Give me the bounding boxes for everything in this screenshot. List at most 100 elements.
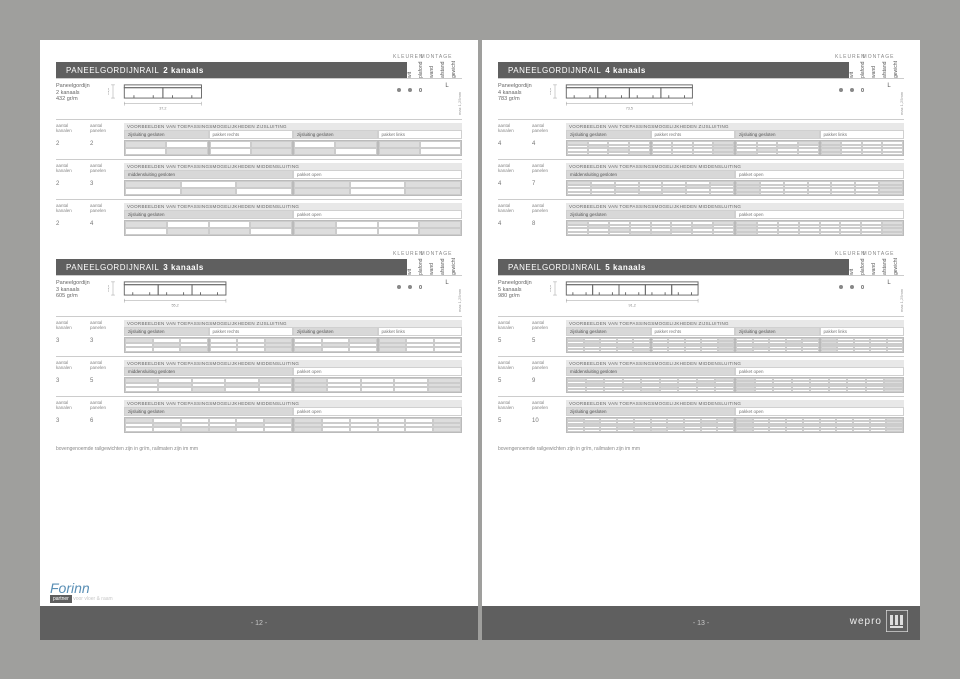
mini-grid	[566, 180, 735, 196]
montage-label: MONTAGE	[419, 54, 454, 60]
col-wand: wand	[429, 259, 440, 275]
config-grids	[566, 417, 904, 433]
rail-drawing: 14,6 37,2	[108, 83, 278, 115]
col-afstand: afstand	[440, 62, 451, 78]
product-label: Paneelgordijn4 kanaals783 gr/m	[498, 83, 544, 103]
footer-right: - 13 - wepro	[482, 606, 920, 640]
cfg-col-panelen: aantalpanelen	[90, 400, 124, 416]
page-number-right: - 13 -	[693, 620, 709, 627]
col-gewicht: gewicht	[893, 62, 904, 78]
product-title: PANEELGORDIJNRAIL 2 kanaals	[56, 62, 407, 78]
col-plafond: plafond	[860, 259, 871, 275]
cfg-panelen-val: 5	[90, 377, 124, 384]
mini-grid	[651, 337, 736, 353]
mini-grid	[735, 377, 904, 393]
forinn-tag1: partner	[50, 595, 72, 603]
cfg-col-kanalen: aantalkanalen	[498, 163, 532, 179]
config-block: aantalkanalen aantalpanelen VOORBEELDEN …	[498, 119, 904, 159]
config-block: aantalkanalen aantalpanelen VOORBEELDEN …	[56, 199, 462, 239]
cfg-col-panelen: aantalpanelen	[532, 203, 566, 219]
cfg-col-kanalen: aantalkanalen	[498, 203, 532, 219]
dot-plafond	[408, 285, 412, 289]
mini-grid	[293, 417, 462, 433]
product-row: Paneelgordijn2 kanaals432 gr/m 14,637,2 …	[56, 78, 462, 119]
cfg-panelen-val: 2	[90, 140, 124, 147]
product-section: KLEUREN MONTAGE PANEELGORDIJNRAIL 2 kana…	[56, 48, 462, 239]
cfg-col-kanalen: aantalkanalen	[56, 400, 90, 416]
mini-grid	[124, 377, 293, 393]
col-plafond: plafond	[418, 259, 429, 275]
dot-plafond	[408, 88, 412, 92]
col-wit: wit	[849, 62, 860, 78]
mini-grid	[124, 417, 293, 433]
mm-note: max 1,25mm	[899, 280, 904, 312]
title-bar: PANEELGORDIJNRAIL 4 kanaalswitplafondwan…	[498, 62, 904, 78]
mini-grid	[820, 337, 905, 353]
config-grids	[124, 220, 462, 236]
mini-grid	[124, 140, 209, 156]
cfg-kanalen-val: 2	[56, 180, 90, 187]
cfg-kanalen-val: 5	[498, 417, 532, 424]
config-grids	[566, 337, 904, 353]
cfg-title: VOORBEELDEN VAN TOEPASSINGSMOGELIJKHEDEN…	[124, 320, 462, 327]
col-afstand: afstand	[882, 259, 893, 275]
config-grids	[566, 180, 904, 196]
mini-grid	[293, 220, 462, 236]
mini-grid	[651, 140, 736, 156]
product-section: KLEUREN MONTAGE PANEELGORDIJNRAIL 3 kana…	[56, 245, 462, 436]
svg-text:91,2: 91,2	[629, 303, 636, 307]
l-value: L	[443, 280, 451, 286]
mini-grid	[566, 140, 651, 156]
rail-drawing: 14,691,2	[550, 280, 720, 312]
cfg-kanalen-val: 2	[56, 140, 90, 147]
cfg-kanalen-val: 4	[498, 140, 532, 147]
mini-grid	[566, 377, 735, 393]
svg-text:37,2: 37,2	[159, 106, 166, 110]
montage-label: MONTAGE	[419, 251, 454, 257]
product-row: Paneelgordijn3 kanaals605 gr/m 14,655,2 …	[56, 275, 462, 316]
l-value: L	[885, 280, 893, 286]
cfg-col-kanalen: aantalkanalen	[56, 163, 90, 179]
montage-label: MONTAGE	[861, 251, 896, 257]
dot-wit	[397, 88, 401, 92]
cfg-title: VOORBEELDEN VAN TOEPASSINGSMOGELIJKHEDEN…	[124, 163, 462, 170]
cfg-panelen-val: 6	[90, 417, 124, 424]
cfg-kanalen-val: 4	[498, 220, 532, 227]
cfg-title: VOORBEELDEN VAN TOEPASSINGSMOGELIJKHEDEN…	[566, 203, 904, 210]
mini-grid	[735, 140, 820, 156]
cfg-col-panelen: aantalpanelen	[532, 123, 566, 139]
col-plafond: plafond	[860, 62, 871, 78]
availability-dots	[813, 83, 879, 97]
svg-text:14,6: 14,6	[108, 88, 110, 95]
rail-drawing: 14,673,5	[550, 83, 720, 115]
cfg-col-panelen: aantalpanelen	[532, 360, 566, 376]
mini-grid	[293, 377, 462, 393]
mm-note: max 1,25mm	[899, 83, 904, 115]
forinn-logo: Forinn partner voor vloer & raam	[50, 580, 113, 602]
mm-note: max 1,25mm	[457, 83, 462, 115]
config-block: aantalkanalen aantalpanelen VOORBEELDEN …	[498, 199, 904, 239]
col-plafond: plafond	[418, 62, 429, 78]
cfg-title: VOORBEELDEN VAN TOEPASSINGSMOGELIJKHEDEN…	[566, 360, 904, 367]
cfg-panelen-val: 3	[90, 337, 124, 344]
cfg-panelen-val: 4	[532, 140, 566, 147]
cfg-panelen-val: 9	[532, 377, 566, 384]
product-section: KLEUREN MONTAGE PANEELGORDIJNRAIL 5 kana…	[498, 245, 904, 436]
mini-grid	[735, 337, 820, 353]
cfg-kanalen-val: 2	[56, 220, 90, 227]
svg-text:55,2: 55,2	[171, 303, 178, 307]
cfg-col-panelen: aantalpanelen	[90, 360, 124, 376]
config-block: aantalkanalen aantalpanelen VOORBEELDEN …	[56, 119, 462, 159]
svg-text:14,6: 14,6	[108, 285, 110, 292]
mini-grid	[124, 337, 209, 353]
cfg-panelen-val: 3	[90, 180, 124, 187]
left-page: KLEUREN MONTAGE PANEELGORDIJNRAIL 2 kana…	[40, 40, 478, 640]
cfg-kanalen-val: 5	[498, 337, 532, 344]
cfg-col-kanalen: aantalkanalen	[56, 360, 90, 376]
svg-text:14,6: 14,6	[550, 88, 552, 95]
product-label: Paneelgordijn2 kanaals432 gr/m	[56, 83, 102, 103]
mini-grid	[293, 140, 378, 156]
footnote: bovengenoemde railgewichten zijn in gr/m…	[498, 442, 904, 454]
kleuren-label: KLEUREN	[835, 54, 857, 60]
cfg-col-kanalen: aantalkanalen	[56, 123, 90, 139]
